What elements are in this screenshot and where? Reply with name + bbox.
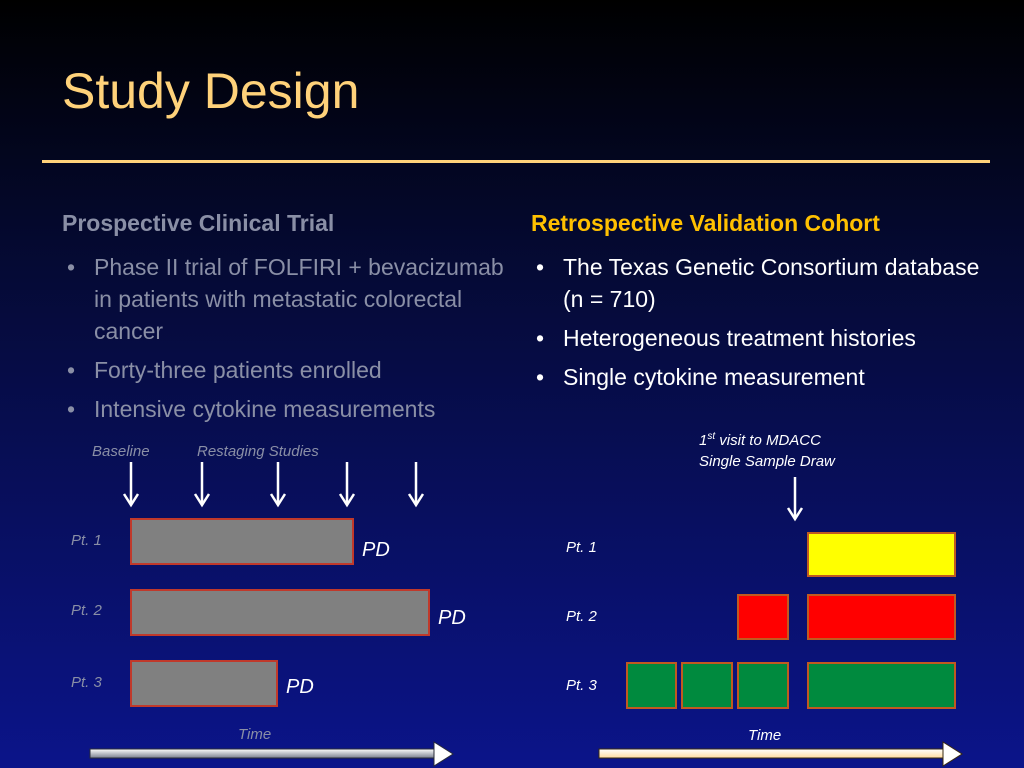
patient-label: Pt. 1 <box>71 532 102 549</box>
patient-treatment-bar <box>130 518 354 565</box>
patient-label: Pt. 1 <box>566 539 597 556</box>
right-bullet-list: • The Texas Genetic Consortium database (… <box>531 251 991 400</box>
right-bullet-item: • Heterogeneous treatment histories <box>531 322 991 354</box>
left-column-heading: Prospective Clinical Trial <box>62 210 335 236</box>
prospective-timeline: Baseline Restaging Studies Pt. 1 PD Pt. … <box>71 443 466 767</box>
cohort-sample-bar <box>807 594 956 640</box>
bullet-dot-icon: • <box>535 325 545 351</box>
patient-label: Pt. 3 <box>566 677 598 694</box>
left-bullet-text: Phase II trial of FOLFIRI + bevacizumab … <box>94 254 504 344</box>
bullet-dot-icon: • <box>66 357 76 383</box>
cohort-history-bar <box>737 594 789 640</box>
left-bullet-list: • Phase II trial of FOLFIRI + bevacizumab… <box>62 251 512 432</box>
down-arrow-icon <box>269 462 287 508</box>
right-column-heading: Retrospective Validation Cohort <box>531 210 880 236</box>
progression-label: PD <box>362 539 390 561</box>
time-arrow-icon <box>89 741 454 767</box>
bullet-dot-icon: • <box>535 364 545 390</box>
left-bullet-item: • Forty-three patients enrolled <box>62 354 512 386</box>
time-arrow-icon <box>598 741 963 767</box>
patient-label: Pt. 2 <box>71 602 103 619</box>
title-divider <box>42 160 990 163</box>
patient-treatment-bar <box>130 660 278 707</box>
retrospective-timeline: 1st visit to MDACC Single Sample Draw Pt… <box>566 431 963 767</box>
down-arrow-icon <box>407 462 425 508</box>
patient-label: Pt. 2 <box>566 608 598 625</box>
down-arrow-icon <box>338 462 356 508</box>
bullet-dot-icon: • <box>535 254 545 280</box>
slide-title: Study Design <box>62 63 360 119</box>
cohort-sample-bar <box>807 532 956 577</box>
left-bullet-item: • Intensive cytokine measurements <box>62 393 512 425</box>
right-bullet-item: • Single cytokine measurement <box>531 361 991 393</box>
right-bullet-item: • The Texas Genetic Consortium database (… <box>531 251 991 315</box>
restaging-label: Restaging Studies <box>197 443 319 460</box>
right-bullet-text: The Texas Genetic Consortium database (n… <box>563 254 980 312</box>
time-axis-label: Time <box>748 727 781 744</box>
cohort-history-bar <box>681 662 733 709</box>
patient-label: Pt. 3 <box>71 674 103 691</box>
sample-draw-label: Single Sample Draw <box>699 453 836 470</box>
cohort-history-bar <box>626 662 677 709</box>
time-axis-label: Time <box>238 726 271 743</box>
down-arrow-icon <box>122 462 140 508</box>
first-visit-label: 1st visit to MDACC <box>699 431 821 449</box>
patient-treatment-bar <box>130 589 430 636</box>
cohort-history-bar <box>737 662 789 709</box>
down-arrow-icon <box>193 462 211 508</box>
right-bullet-text: Heterogeneous treatment histories <box>563 325 916 351</box>
bullet-dot-icon: • <box>66 396 76 422</box>
left-bullet-text: Forty-three patients enrolled <box>94 357 382 383</box>
baseline-label: Baseline <box>92 443 150 460</box>
progression-label: PD <box>286 676 314 698</box>
left-bullet-item: • Phase II trial of FOLFIRI + bevacizumab… <box>62 251 512 347</box>
right-bullet-text: Single cytokine measurement <box>563 364 865 390</box>
progression-label: PD <box>438 607 466 629</box>
left-bullet-text: Intensive cytokine measurements <box>94 396 436 422</box>
bullet-dot-icon: • <box>66 254 76 280</box>
cohort-sample-bar <box>807 662 956 709</box>
down-arrow-icon <box>786 477 804 522</box>
